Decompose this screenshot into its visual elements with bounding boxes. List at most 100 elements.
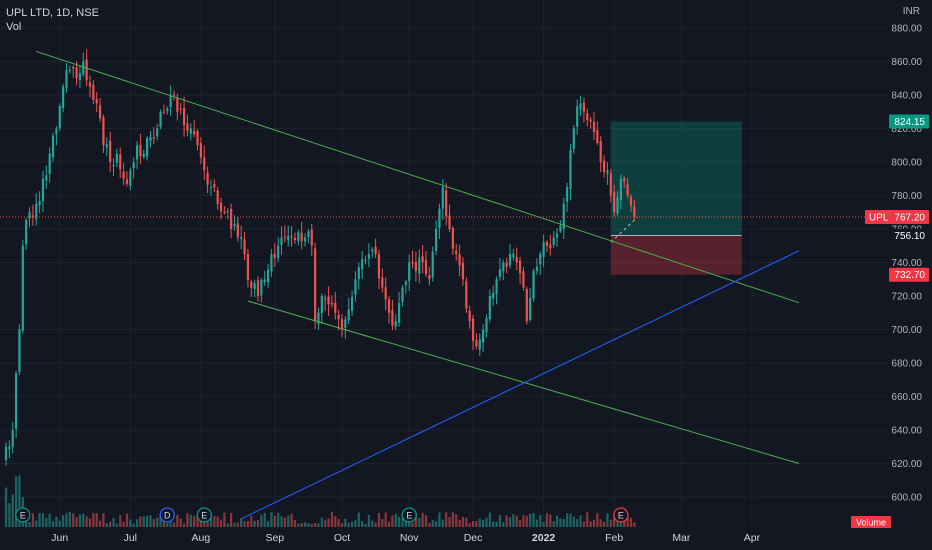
volume-bar [569, 513, 572, 527]
earnings-marker[interactable]: E [15, 507, 31, 523]
trend-lines[interactable] [36, 50, 800, 520]
candle-body [619, 178, 622, 200]
volume-badge-label: Volume [856, 518, 886, 528]
candle [132, 157, 135, 179]
volume-bar [102, 513, 105, 527]
candle-body [18, 329, 21, 372]
price-tag: UPL 767.20 [865, 209, 929, 224]
volume-bar [609, 519, 612, 527]
price-axis[interactable]: 880.00860.00840.00820.00800.00780.00760.… [891, 24, 922, 504]
candle [233, 215, 236, 231]
candle-body [122, 171, 125, 179]
volume-bar [223, 512, 226, 527]
earnings-marker[interactable]: E [196, 507, 212, 523]
candle [193, 120, 196, 138]
candle [448, 204, 451, 233]
candle-body [455, 250, 458, 255]
candle [569, 143, 572, 201]
price-tag-bg [889, 267, 929, 282]
candle-body [599, 140, 602, 162]
dividend-marker[interactable]: D [159, 507, 175, 523]
candle [602, 155, 606, 178]
volume-bars [4, 475, 636, 527]
candle [458, 244, 461, 277]
candle-body [596, 130, 599, 144]
candle [394, 314, 397, 330]
candle [468, 305, 471, 329]
volume-bar [115, 523, 118, 527]
candle [586, 108, 589, 127]
volume-bar [18, 475, 21, 527]
candle-body [273, 253, 276, 258]
candle-body [303, 237, 307, 242]
candle-body [125, 179, 129, 184]
candle [529, 288, 532, 323]
candle [488, 289, 491, 323]
volume-bar [300, 523, 303, 527]
candle-body [387, 299, 391, 313]
candle [552, 231, 555, 249]
candle [4, 442, 8, 466]
volume-bar [606, 513, 609, 527]
volume-bar [182, 523, 186, 527]
candle [539, 251, 542, 275]
symbol-title[interactable]: UPL LTD, 1D, NSE [6, 7, 99, 19]
event-marker-label: E [406, 511, 412, 521]
candle [310, 224, 313, 256]
candle [377, 249, 381, 290]
candle-body [146, 137, 149, 157]
volume-bar [458, 519, 461, 527]
volume-bar [156, 517, 159, 527]
volume-bar [72, 513, 75, 527]
candle [119, 147, 122, 178]
candle [555, 228, 559, 247]
volume-bar [381, 519, 384, 527]
candle [535, 258, 538, 275]
volume-bar [350, 521, 354, 527]
price-tick-label: 660.00 [891, 392, 922, 403]
volume-bar [465, 517, 468, 527]
volume-bar [549, 514, 552, 527]
candle [317, 307, 320, 330]
event-marker-label: E [20, 511, 26, 521]
candle-body [549, 244, 552, 249]
candle [327, 286, 330, 316]
candle [58, 103, 61, 132]
candle [337, 310, 340, 331]
earnings-marker[interactable]: E [401, 507, 417, 523]
candle-body [495, 279, 498, 295]
volume-bar [125, 513, 129, 527]
price-tick-label: 620.00 [891, 459, 922, 470]
volume-bar [330, 512, 334, 527]
volume-legend-label[interactable]: Vol [6, 21, 22, 33]
volume-bar [209, 513, 213, 527]
candle-body [230, 208, 233, 229]
earnings-marker[interactable]: E [613, 507, 629, 523]
candle [223, 206, 226, 215]
event-marker-circle [15, 507, 31, 523]
volume-bar [572, 516, 575, 527]
candle-body [236, 223, 239, 238]
volume-bar [293, 520, 297, 527]
volume-bar [361, 521, 364, 527]
volume-bar [85, 516, 88, 527]
volume-bar [172, 522, 176, 527]
candle-body [602, 160, 606, 172]
time-tick-label: Mar [672, 532, 691, 544]
candle [243, 231, 246, 261]
candle-body [408, 262, 411, 281]
volume-bar [421, 512, 424, 527]
price-tag-bg [889, 114, 929, 129]
candle [508, 244, 512, 269]
volume-bar [139, 516, 142, 527]
candle-body [576, 106, 579, 127]
volume-bar [45, 517, 48, 527]
time-tick-label: Jun [51, 532, 68, 544]
volume-bar [213, 516, 216, 527]
time-axis[interactable]: Jun Jul Aug Sep Oct Nov Dec 2022 Feb Mar Apr [51, 532, 760, 544]
volume-bar [95, 513, 98, 527]
candle-body [4, 446, 8, 461]
candle-body [189, 128, 192, 134]
